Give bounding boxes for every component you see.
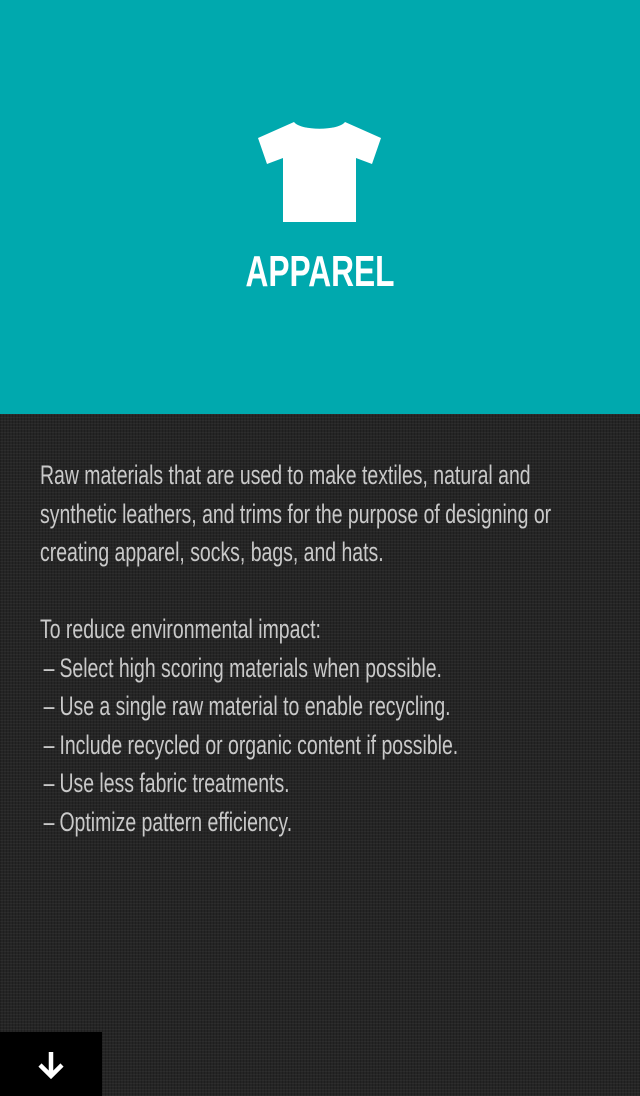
tip-text: Select high scoring materials when possi… [59,652,442,683]
tip-text: Include recycled or organic content if p… [59,729,459,760]
t-shirt-icon [258,122,381,222]
tips-heading: To reduce environmental impact: [40,614,321,644]
description-content: Raw materials that are used to make text… [40,456,609,841]
tip-text: Use less fabric treatments. [59,768,290,798]
bullet-dash: – [43,691,55,721]
list-item: – Include recycled or organic content if … [40,726,609,765]
list-item: – Optimize pattern efficiency. [40,803,609,842]
arrow-down-icon [38,1052,64,1080]
bullet-dash: – [43,652,55,683]
bullet-dash: – [43,768,55,798]
list-item: – Use a single raw material to enable rec… [40,687,609,726]
bullet-dash: – [43,806,55,837]
tip-text: Optimize pattern efficiency. [59,806,293,837]
page-title: APPAREL [245,247,395,296]
spacer [40,572,609,611]
bullet-dash: – [43,729,55,760]
description-paragraph: Raw materials that are used to make text… [40,460,552,567]
list-item: – Use less fabric treatments. [40,764,609,803]
tip-text: Use a single raw material to enable recy… [59,691,451,721]
list-item: – Select high scoring materials when poss… [40,649,609,688]
scroll-down-button[interactable] [0,1032,102,1096]
tips-list: – Select high scoring materials when poss… [40,649,609,842]
category-header: APPAREL [0,0,640,414]
